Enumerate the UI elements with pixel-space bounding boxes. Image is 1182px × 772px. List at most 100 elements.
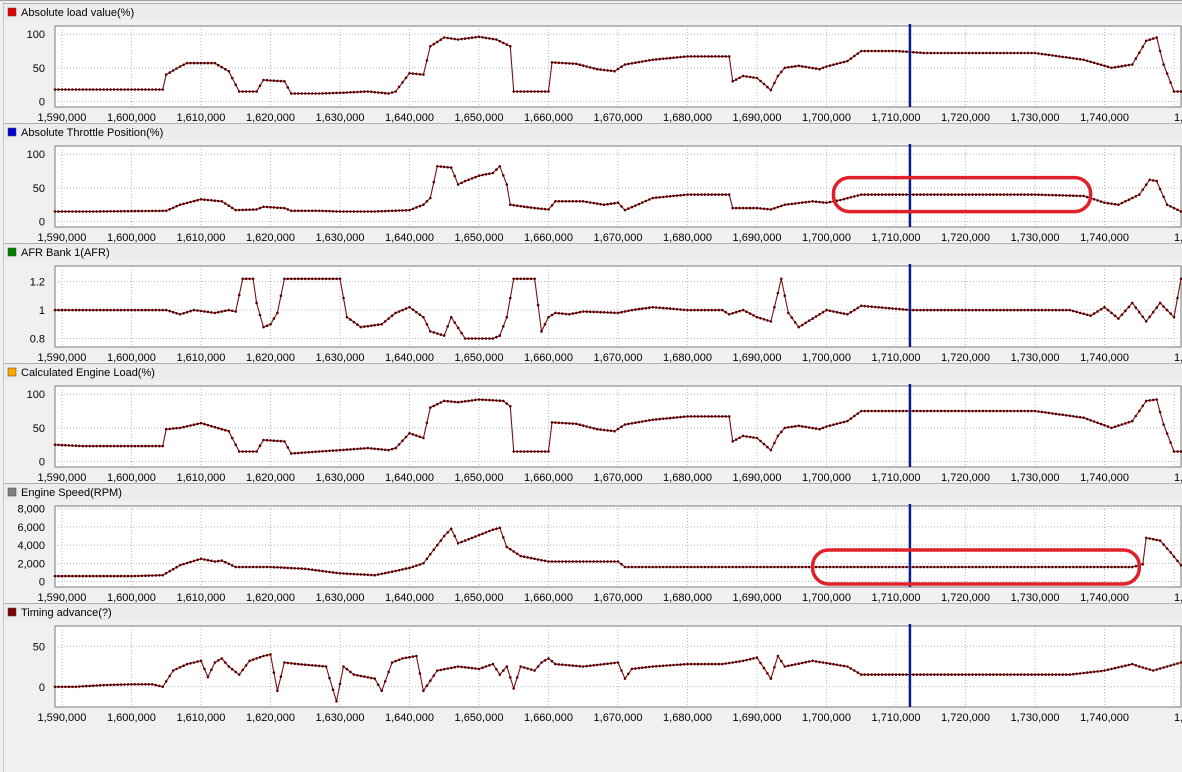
data-point — [422, 203, 425, 206]
data-point — [342, 296, 345, 300]
data-point — [203, 310, 206, 313]
data-point — [498, 39, 502, 43]
data-point — [370, 447, 373, 450]
data-point — [738, 436, 741, 440]
data-point — [1005, 565, 1009, 569]
data-point — [957, 565, 960, 569]
data-point — [606, 202, 609, 206]
data-point — [752, 76, 755, 79]
data-point — [1138, 193, 1141, 196]
data-point — [130, 444, 133, 448]
data-point — [1151, 537, 1155, 541]
data-point — [265, 324, 269, 328]
data-point — [220, 427, 224, 431]
data-point — [199, 557, 203, 561]
data-point — [439, 668, 443, 672]
x-tick-label: 1,690,000 — [733, 712, 782, 724]
data-point — [710, 662, 714, 666]
data-point — [536, 90, 540, 93]
x-tick-label: 1,700,000 — [802, 232, 851, 244]
data-point — [474, 175, 477, 179]
data-point — [290, 452, 293, 455]
data-point — [342, 448, 345, 452]
highlight-annotation — [831, 175, 1093, 214]
data-point — [293, 451, 297, 455]
data-point — [1169, 441, 1172, 444]
x-tick-label: 1,710,000 — [872, 472, 921, 484]
data-point — [1054, 193, 1058, 197]
data-point — [1124, 64, 1127, 67]
data-point — [675, 416, 679, 419]
x-tick-label: 1,680,000 — [663, 472, 712, 484]
data-point — [863, 49, 866, 53]
data-point — [1096, 62, 1099, 66]
data-point — [557, 560, 561, 563]
data-point — [832, 310, 835, 313]
data-point — [873, 305, 877, 309]
data-point — [359, 674, 363, 678]
data-point — [88, 210, 92, 213]
data-point — [178, 426, 182, 430]
data-point — [575, 200, 578, 203]
data-point — [828, 64, 832, 67]
data-point — [467, 537, 470, 541]
data-point — [328, 449, 331, 453]
x-tick-label: 1,700,000 — [802, 592, 851, 604]
data-point — [255, 301, 258, 305]
data-point — [644, 419, 648, 423]
data-point — [373, 677, 377, 680]
data-point — [290, 209, 293, 213]
data-point — [1047, 193, 1051, 197]
data-point — [592, 427, 595, 430]
panel-title: AFR Bank 1(AFR) — [21, 247, 110, 259]
data-point — [741, 565, 745, 569]
data-point — [356, 573, 359, 576]
data-point — [1068, 673, 1072, 676]
x-tick-label: 1,600,000 — [107, 472, 156, 484]
data-point — [821, 310, 825, 314]
data-point — [57, 443, 60, 447]
data-point — [220, 65, 224, 69]
data-point — [759, 79, 762, 83]
data-point — [866, 49, 870, 53]
data-point — [484, 337, 488, 340]
data-point — [1040, 308, 1044, 312]
data-point — [119, 209, 123, 213]
data-point — [213, 61, 217, 65]
data-point — [821, 565, 825, 569]
data-point — [714, 308, 717, 312]
data-point — [1103, 201, 1106, 204]
data-point — [985, 308, 988, 312]
data-point — [1138, 665, 1141, 668]
data-point — [825, 201, 828, 204]
data-point — [425, 323, 429, 326]
data-point — [734, 565, 738, 569]
x-tick-label: 1,720,000 — [941, 472, 990, 484]
data-point — [679, 194, 682, 197]
data-point — [790, 65, 794, 69]
data-point — [64, 685, 67, 689]
data-point — [856, 412, 860, 415]
data-point — [714, 193, 717, 196]
x-tick-label: 1,700,000 — [802, 352, 851, 364]
data-point — [536, 450, 540, 453]
data-point — [119, 308, 123, 312]
data-point — [1148, 399, 1151, 402]
data-point — [707, 565, 710, 569]
data-point — [807, 66, 811, 69]
data-point — [133, 88, 137, 91]
data-point — [957, 193, 960, 196]
data-point — [112, 444, 116, 448]
x-tick-label: 1,680,000 — [663, 592, 712, 604]
data-point — [307, 568, 311, 571]
data-point — [161, 88, 164, 91]
data-point — [1124, 309, 1127, 313]
data-point — [203, 422, 206, 426]
data-point — [324, 665, 328, 668]
data-point — [161, 685, 164, 689]
data-point — [571, 664, 575, 667]
data-point — [835, 565, 839, 569]
x-tick-label: 1,680,000 — [663, 112, 712, 124]
data-point — [703, 308, 707, 312]
data-point — [1030, 308, 1033, 312]
